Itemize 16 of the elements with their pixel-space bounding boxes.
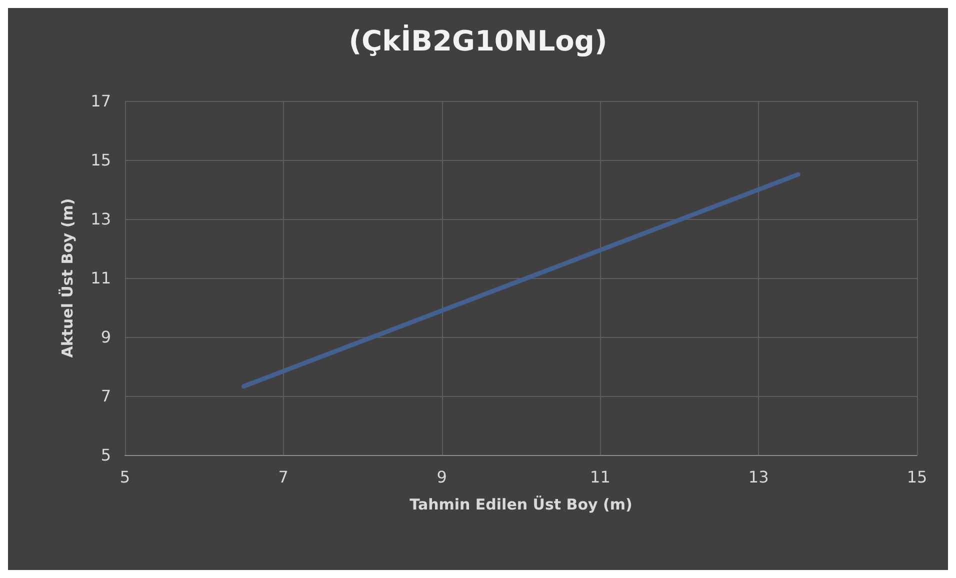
y-tick-label: 5 [100,446,111,464]
x-tick-label: 13 [748,468,769,486]
chart-title: (ÇkİB2G10NLog) [348,24,608,58]
x-axis-title: Tahmin Edilen Üst Boy (m) [410,496,632,514]
x-tick-label: 9 [436,468,447,486]
x-tick-label: 7 [278,468,288,486]
y-tick-label: 11 [90,268,111,288]
y-tick-label: 9 [100,328,111,346]
x-tick-label: 5 [120,468,130,486]
y-tick-label: 7 [100,386,111,406]
y-tick-label: 13 [90,210,111,228]
y-tick-label: 15 [90,150,111,170]
y-axis-title: Aktuel Üst Boy (m) [58,198,76,358]
x-tick-label: 15 [906,468,928,486]
y-tick-label: 17 [90,92,111,110]
x-tick-label: 11 [590,468,610,486]
